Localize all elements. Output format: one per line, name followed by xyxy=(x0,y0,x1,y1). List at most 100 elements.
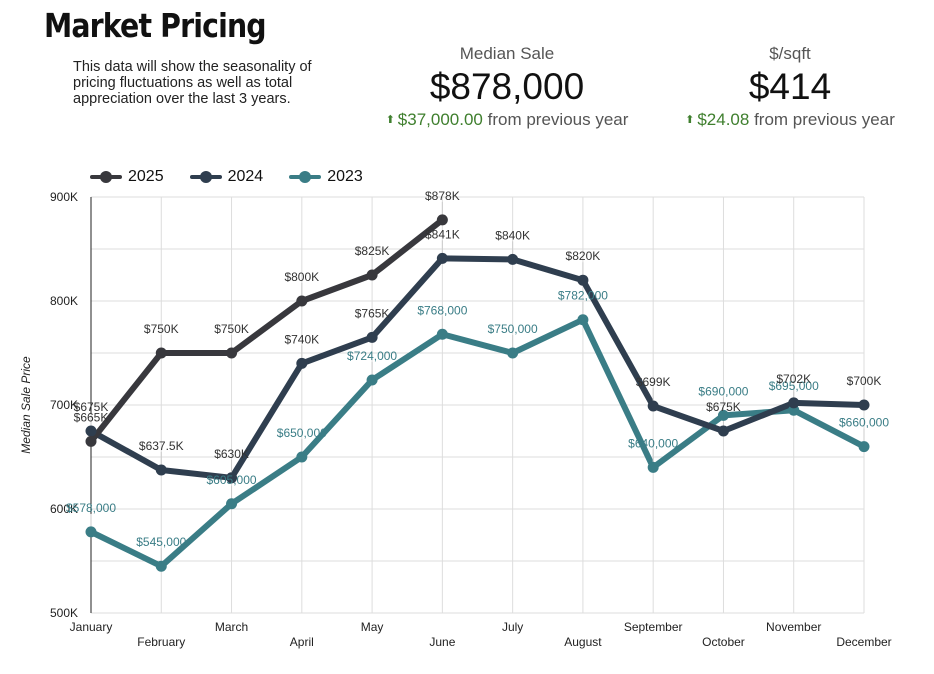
data-label-2023: $578,000 xyxy=(66,501,116,515)
series-line-2023 xyxy=(88,316,867,570)
price-per-sqft-stat: $/sqft $414 ⬆ $24.08 from previous year xyxy=(664,44,916,130)
price-per-sqft-value: $414 xyxy=(748,66,832,107)
data-label-2023: $724,000 xyxy=(347,349,397,363)
data-point-2025 xyxy=(296,295,308,307)
legend-swatch-2025 xyxy=(90,169,122,185)
data-point-2024 xyxy=(788,397,800,409)
median-sale-change-amount: $37,000.00 xyxy=(397,110,483,129)
x-tick-label: April xyxy=(290,635,314,649)
data-label-2025: $800K xyxy=(284,270,319,284)
x-tick-label: June xyxy=(429,635,455,649)
data-label-2023: $545,000 xyxy=(136,535,186,549)
data-label-2024: $702K xyxy=(776,372,811,386)
data-point-2023 xyxy=(717,409,729,421)
y-axis-title: Median Sale Price xyxy=(19,356,33,454)
data-label-2025: $750K xyxy=(144,322,179,336)
legend-label-2024: 2024 xyxy=(227,168,264,185)
price-per-sqft-change-suffix: from previous year xyxy=(754,110,895,129)
data-label-2023: $695,000 xyxy=(769,379,819,393)
data-point-2024 xyxy=(155,464,167,476)
series-line-2025 xyxy=(88,216,446,445)
data-point-2023 xyxy=(647,461,659,473)
x-tick-label: January xyxy=(70,620,113,634)
y-tick-label: 800K xyxy=(50,294,78,308)
data-point-2023 xyxy=(507,347,519,359)
data-label-2024: $630K xyxy=(214,447,249,461)
data-label-2023: $660,000 xyxy=(839,416,889,430)
data-point-2023 xyxy=(436,328,448,340)
data-point-2024 xyxy=(436,252,448,264)
data-label-2025: $878K xyxy=(425,189,460,203)
data-point-2023 xyxy=(155,560,167,572)
x-tick-label: May xyxy=(361,620,384,634)
median-sale-change-suffix: from previous year xyxy=(487,110,629,129)
arrow-up-icon: ⬆ xyxy=(385,114,395,126)
arrow-up-icon: ⬆ xyxy=(685,114,695,126)
median-sale-label: Median Sale xyxy=(459,44,555,63)
data-label-2024: $841K xyxy=(425,227,460,241)
data-label-2023: $605,000 xyxy=(207,473,257,487)
price-per-sqft-change-amount: $24.08 xyxy=(697,110,750,129)
data-point-2025 xyxy=(366,269,378,281)
data-label-2023: $750,000 xyxy=(488,322,538,336)
legend-label-2025: 2025 xyxy=(128,168,164,185)
data-label-2025: $750K xyxy=(214,322,249,336)
y-tick-label: 900K xyxy=(50,190,78,204)
legend-item-2024[interactable]: 2024 xyxy=(189,168,264,186)
median-sale-change: ⬆ $37,000.00 from previous year xyxy=(364,110,650,130)
price-per-sqft-change: ⬆ $24.08 from previous year xyxy=(664,110,916,130)
data-point-2025 xyxy=(436,214,448,226)
data-label-2024: $675K xyxy=(74,400,109,414)
data-label-2024: $699K xyxy=(636,375,671,389)
data-label-2023: $640,000 xyxy=(628,436,678,450)
x-tick-label: February xyxy=(137,635,185,649)
data-label-2024: $765K xyxy=(355,306,390,320)
y-tick-label: 500K xyxy=(50,606,78,620)
x-tick-label: December xyxy=(836,635,891,649)
data-point-2024 xyxy=(85,425,97,437)
y-tick-label: 600K xyxy=(50,502,78,516)
data-label-2024: $700K xyxy=(847,374,882,388)
data-point-2025 xyxy=(85,435,97,447)
median-sale-value: $878,000 xyxy=(429,66,585,107)
x-tick-label: March xyxy=(215,620,248,634)
data-point-2023 xyxy=(296,451,308,463)
x-tick-label: October xyxy=(702,635,745,649)
legend-swatch-2023 xyxy=(289,169,322,185)
data-label-2024: $675K xyxy=(706,400,741,414)
data-point-2023 xyxy=(577,314,589,326)
data-point-2024 xyxy=(366,331,378,343)
data-label-2025: $825K xyxy=(355,244,390,258)
description-text: This data will show the seasonality of p… xyxy=(73,59,312,107)
data-point-2024 xyxy=(226,472,238,484)
legend-swatch-2024 xyxy=(189,169,222,185)
page-title: Market Pricing xyxy=(44,6,267,45)
data-label-2023: $650,000 xyxy=(277,426,327,440)
data-label-2025: $665K xyxy=(74,410,109,424)
data-point-2024 xyxy=(577,274,589,286)
data-label-2024: $637.5K xyxy=(139,439,184,453)
data-point-2025 xyxy=(155,347,167,359)
data-point-2024 xyxy=(296,357,308,369)
legend-label-2023: 2023 xyxy=(327,168,363,185)
data-label-2023: $690,000 xyxy=(698,384,748,398)
data-label-2024: $820K xyxy=(566,249,601,263)
legend-item-2023[interactable]: 2023 xyxy=(289,168,363,186)
data-point-2024 xyxy=(647,400,659,412)
data-label-2024: $740K xyxy=(284,332,319,346)
y-tick-label: 700K xyxy=(50,398,78,412)
chart-legend: 2025 2024 2023 xyxy=(90,168,389,186)
data-point-2024 xyxy=(858,399,870,411)
data-point-2023 xyxy=(226,498,238,510)
price-per-sqft-label: $/sqft xyxy=(769,44,811,63)
series-line-2024 xyxy=(88,255,867,481)
data-point-2023 xyxy=(366,374,378,386)
data-point-2023 xyxy=(85,526,97,538)
data-label-2024: $840K xyxy=(495,228,530,242)
data-label-2023: $768,000 xyxy=(417,303,467,317)
data-point-2023 xyxy=(858,441,870,453)
data-point-2025 xyxy=(226,347,238,359)
x-tick-label: July xyxy=(502,620,523,634)
legend-item-2025[interactable]: 2025 xyxy=(90,168,164,186)
